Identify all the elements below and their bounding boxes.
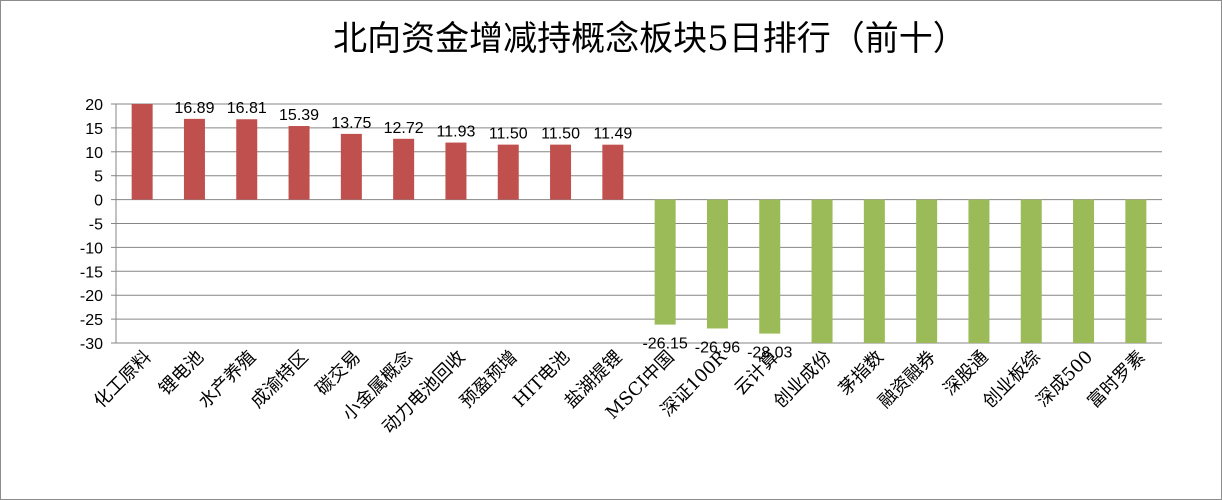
bar-富时罗素	[1125, 199, 1147, 343]
data-label: -28.03	[747, 345, 792, 362]
y-tick-label: 15	[85, 121, 103, 138]
bar-水产养殖	[236, 119, 258, 200]
y-tick-label: 5	[94, 169, 103, 186]
data-label: -26.96	[695, 339, 740, 356]
data-label: 15.39	[279, 107, 319, 124]
data-label: 11.50	[489, 126, 528, 143]
bar-化工原料	[131, 104, 153, 200]
bars	[131, 104, 1147, 343]
y-tick-label: -20	[80, 288, 103, 305]
category-label: 创业板综	[979, 347, 1045, 413]
y-tick-label: 10	[85, 145, 103, 162]
data-labels: 16.89 16.81 15.39 13.75 12.72 11.93 11.50 11.50…	[174, 100, 792, 362]
bar-深成500	[1073, 199, 1095, 343]
bar-锂电池	[183, 118, 205, 200]
bar-动力电池回收	[445, 142, 467, 200]
y-tick-label: -10	[80, 240, 103, 257]
bar-深证100R	[706, 199, 728, 329]
chart-title: 北向资金增减持概念板块5日排行（前十）	[333, 19, 967, 59]
data-label: 16.81	[227, 100, 267, 117]
category-label: 富时罗素	[1084, 347, 1150, 413]
data-label: 13.75	[331, 115, 371, 132]
bar-创业成份	[811, 199, 833, 343]
category-label: 化工原料	[90, 347, 156, 413]
y-tick-label: 20	[85, 97, 103, 114]
category-label: 预盈预增	[456, 347, 522, 413]
data-label: 11.50	[541, 126, 580, 143]
data-label: 11.49	[593, 126, 632, 143]
bar-碳交易	[340, 133, 362, 200]
bar-盐湖提锂	[602, 144, 624, 200]
data-label: 11.93	[437, 124, 476, 141]
bar-MSCI中国	[654, 199, 676, 325]
bar-小金属概念	[393, 138, 415, 200]
y-tick-label: -5	[89, 217, 103, 234]
category-label: 融资融券	[874, 347, 940, 413]
data-label: -26.15	[642, 336, 687, 353]
category-label: 成渝特区	[247, 347, 313, 413]
y-tick-label: 0	[94, 193, 103, 210]
bar-成渝特区	[288, 126, 310, 200]
bar-创业板综	[1020, 199, 1042, 343]
data-label: 12.72	[384, 120, 424, 137]
bar-茅指数	[863, 199, 885, 343]
grid-lines	[115, 103, 1162, 344]
data-label: 16.89	[174, 100, 214, 117]
y-tick-label: -30	[80, 336, 103, 353]
bar-HIT电池	[550, 144, 572, 200]
bar-预盈预增	[497, 144, 519, 200]
bar-深股通	[968, 199, 990, 343]
y-axis-ticks: 20 15 10 5 0 -5 -10 -15 -20 -25 -30	[80, 97, 116, 353]
y-tick-label: -25	[80, 312, 103, 329]
bar-云计算	[759, 199, 781, 334]
bar-融资融券	[916, 199, 938, 343]
y-tick-label: -15	[80, 264, 103, 281]
